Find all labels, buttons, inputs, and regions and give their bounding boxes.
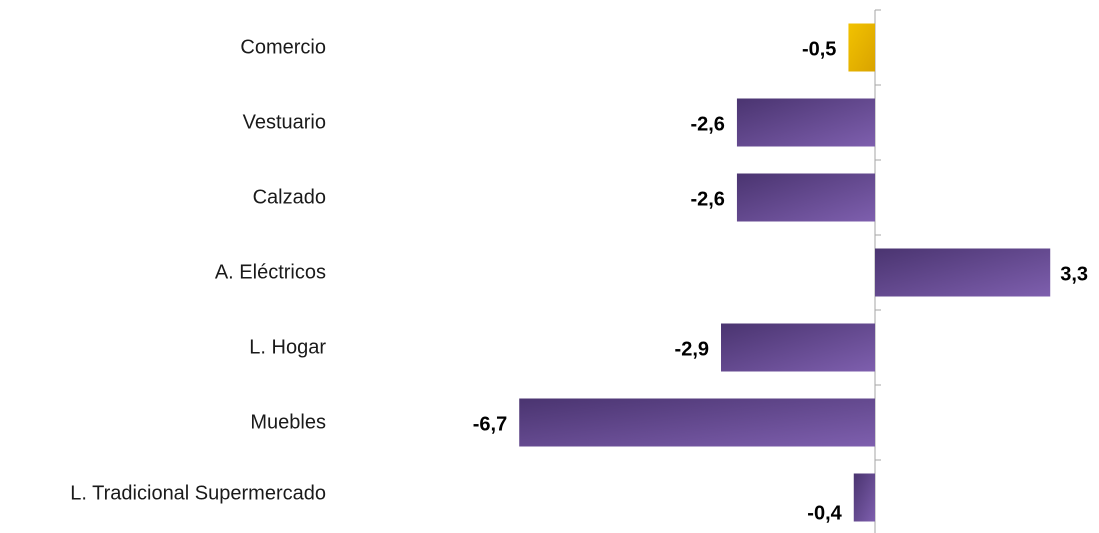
category-label: L. Hogar (249, 337, 326, 359)
bar-comercio (848, 23, 875, 72)
bar-vestuario (736, 98, 875, 147)
category-labels: Comercio Vestuario Calzado A. Eléctricos L. … (70, 37, 326, 505)
value-label: 3,3 (1060, 264, 1088, 286)
category-label: A. Eléctricos (215, 262, 326, 284)
value-label: -0,4 (807, 503, 842, 525)
category-label: L. Tradicional Supermercado (70, 483, 326, 505)
value-label: -2,6 (690, 114, 724, 136)
value-label: -6,7 (473, 414, 507, 436)
category-label: Vestuario (243, 112, 326, 134)
value-label: -2,9 (675, 339, 709, 361)
bar-l-tradicional-supermercado (853, 473, 875, 522)
value-label: -0,5 (802, 39, 836, 61)
value-labels: -0,5 -2,6 -2,6 3,3 -2,9 -6,7 -0,4 (473, 39, 1088, 525)
bar-a-eléctricos (875, 248, 1051, 297)
value-label: -2,6 (690, 189, 724, 211)
category-label: Comercio (240, 37, 326, 59)
bar-l-hogar (721, 323, 875, 372)
category-label: Calzado (253, 187, 326, 209)
category-label: Muebles (250, 412, 326, 434)
bar-muebles (519, 398, 875, 447)
bars-group (519, 23, 1051, 522)
bar-calzado (736, 173, 875, 222)
